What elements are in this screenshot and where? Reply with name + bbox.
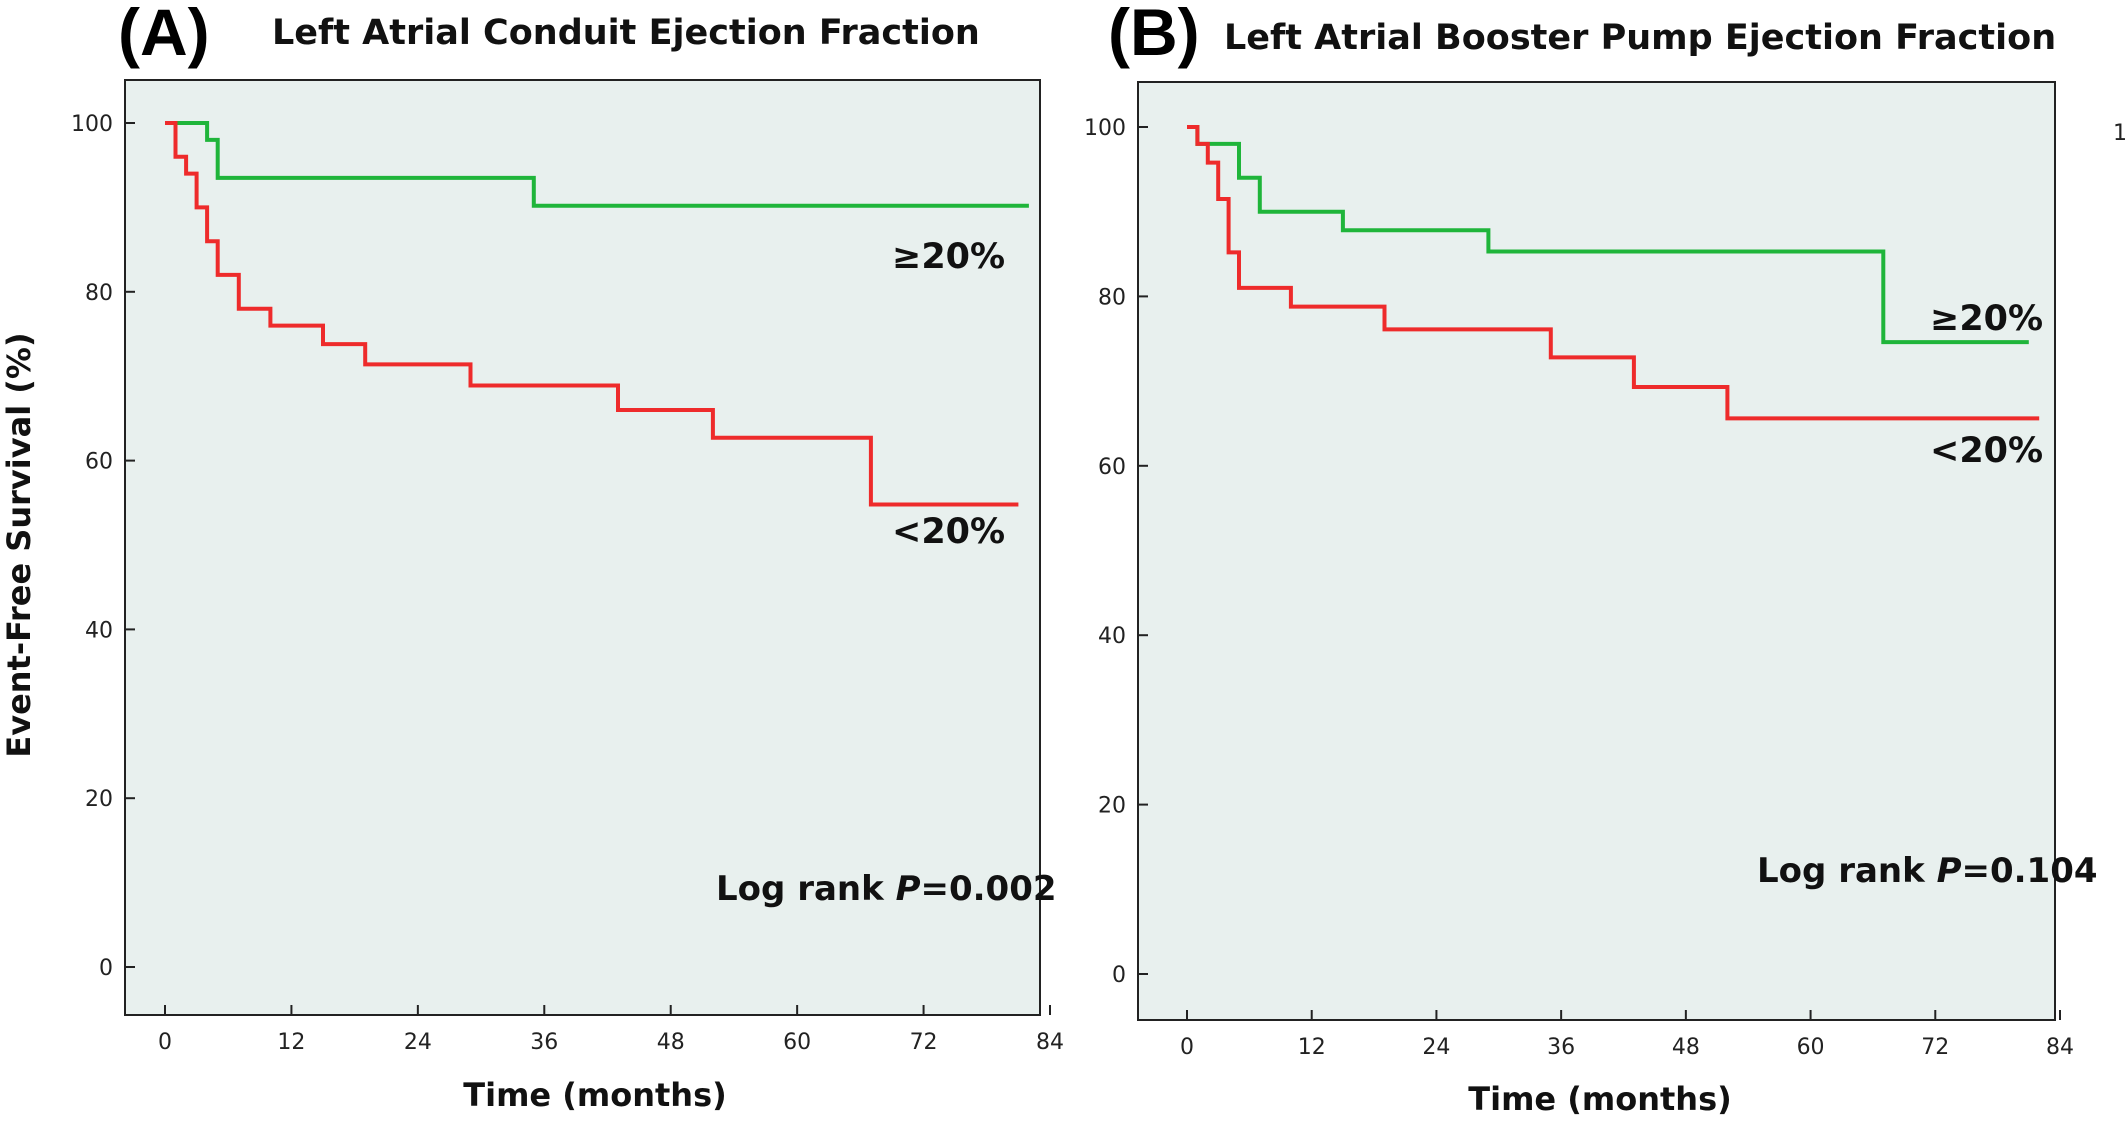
panel-b-ytick-label: 60 [1098,455,1126,480]
panel-b-series-lt20-line [1187,125,2040,421]
panel-b-y-ticks: 0 20 40 60 80 100 [1084,116,1148,988]
panel-b-xtick-label: 36 [1547,1035,1575,1060]
panel-a-ytick-label: 80 [85,281,113,306]
panel-b-xtick-label: 12 [1298,1035,1326,1060]
panel-b-xtick-label: 84 [2046,1035,2074,1060]
panel-b-xtick-label: 60 [1797,1035,1825,1060]
panel-b-ytick-label: 0 [1112,963,1126,988]
panel-a-x-ticks: 0 12 24 36 48 60 72 84 [158,1005,1064,1055]
y-axis-title: Event-Free Survival (%) [0,332,38,757]
panel-b-title: Left Atrial Booster Pump Ejection Fracti… [1224,18,2056,58]
panel-b-ytick-label: 40 [1098,624,1126,649]
panel-b-ytick-label: 100 [1084,116,1126,141]
panel-a-ytick-label: 40 [85,618,113,643]
panel-b-xtick-label: 24 [1422,1035,1450,1060]
panel-a-ytick-label: 60 [85,450,113,475]
panel-b-ytick-label: 20 [1098,794,1126,819]
panel-a-ytick-label: 100 [71,112,113,137]
panel-a-series [165,121,1029,507]
panel-b-x-ticks: 0 12 24 36 48 60 72 84 [1180,1010,2074,1060]
panel-a-xtick-label: 12 [277,1030,305,1055]
panel-a-xtick-label: 0 [158,1030,172,1055]
panel-a-xtick-label: 24 [404,1030,432,1055]
panel-b-xtick-label: 0 [1180,1035,1194,1060]
panel-a-xtick-label: 36 [530,1030,558,1055]
panel-a-y-ticks: 0 20 40 60 80 100 [71,112,135,981]
panel-a-title: Left Atrial Conduit Ejection Fraction [272,13,980,53]
panel-a-xtick-label: 84 [1036,1030,1064,1055]
panel-b-xtick-label: 48 [1672,1035,1700,1060]
panel-b-xtick-label: 72 [1921,1035,1949,1060]
panel-b-letter: (B) [1108,0,1200,69]
panel-b-ytick-label: 80 [1098,285,1126,310]
panel-b-plot-area [1137,81,2056,1021]
panel-b-label-lt20: <20% [1930,431,2043,471]
panel-a-ytick-label: 0 [99,956,113,981]
panel-a-series-ge20-line [165,121,1029,208]
panel-a-label-lt20: <20% [892,512,1005,552]
panel-b-x-axis-title: Time (months) [1468,1080,1731,1118]
panel-b-label-ge20: ≥20% [1930,299,2043,339]
panel-b: (B) Left Atrial Booster Pump Ejection Fr… [1084,0,2127,1118]
panel-a-plot-area [124,79,1041,1016]
panel-a-xtick-label: 60 [783,1030,811,1055]
panel-a-ytick-label: 20 [85,787,113,812]
panel-a-label-ge20: ≥20% [892,237,1005,277]
panel-a-series-lt20-line [165,121,1019,507]
panel-b-series [1187,125,2040,421]
panel-a: (A) Left Atrial Conduit Ejection Fractio… [71,0,1064,1114]
panel-b-log-rank: Log rank P=0.104 [1757,851,2098,891]
panel-a-x-axis-title: Time (months) [463,1076,726,1114]
panel-a-xtick-label: 48 [657,1030,685,1055]
panel-b-corner-mark: 1 [2113,121,2127,146]
panel-a-xtick-label: 72 [910,1030,938,1055]
panel-a-letter: (A) [118,0,210,69]
panel-a-log-rank: Log rank P=0.002 [716,869,1057,909]
